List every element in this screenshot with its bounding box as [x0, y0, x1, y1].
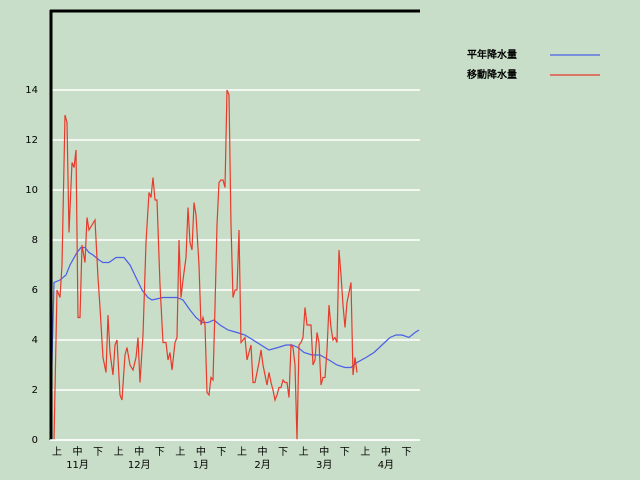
- x-tick-label: 上: [114, 446, 124, 458]
- month-label: 3月: [316, 459, 332, 471]
- series-line: [53, 89, 358, 441]
- x-tick-label: 下: [93, 447, 103, 458]
- y-tick-label: 2: [32, 385, 38, 396]
- x-tick-label: 下: [340, 447, 350, 458]
- x-tick-label: 中: [196, 445, 206, 458]
- month-label: 11月: [66, 459, 89, 471]
- y-tick-label: 14: [25, 85, 38, 96]
- y-tick-label: 4: [32, 335, 38, 346]
- x-tick-label: 下: [278, 447, 288, 458]
- y-tick-label: 0: [32, 435, 38, 446]
- x-tick-label: 上: [299, 446, 309, 458]
- x-tick-label: 中: [134, 445, 144, 458]
- legend-label: 平年降水量: [467, 48, 517, 61]
- y-tick-label: 6: [32, 285, 38, 296]
- month-label: 1月: [193, 459, 209, 471]
- x-tick-label: 下: [401, 447, 411, 458]
- x-tick-label: 中: [258, 445, 268, 458]
- legend-label: 移動降水量: [467, 68, 517, 81]
- x-tick-label: 上: [52, 446, 62, 458]
- x-tick-label: 上: [175, 446, 185, 458]
- month-label: 4月: [378, 459, 394, 471]
- x-tick-label: 中: [73, 445, 83, 458]
- y-tick-label: 8: [32, 235, 38, 246]
- x-tick-label: 下: [216, 447, 226, 458]
- y-tick-label: 10: [25, 185, 38, 196]
- month-label: 12月: [128, 459, 151, 471]
- x-tick-label: 上: [360, 446, 370, 458]
- x-tick-label: 下: [155, 447, 165, 458]
- month-label: 2月: [254, 459, 270, 471]
- x-tick-label: 中: [381, 445, 391, 458]
- y-tick-label: 12: [25, 135, 38, 146]
- x-tick-label: 中: [319, 445, 329, 458]
- x-tick-label: 上: [237, 446, 247, 458]
